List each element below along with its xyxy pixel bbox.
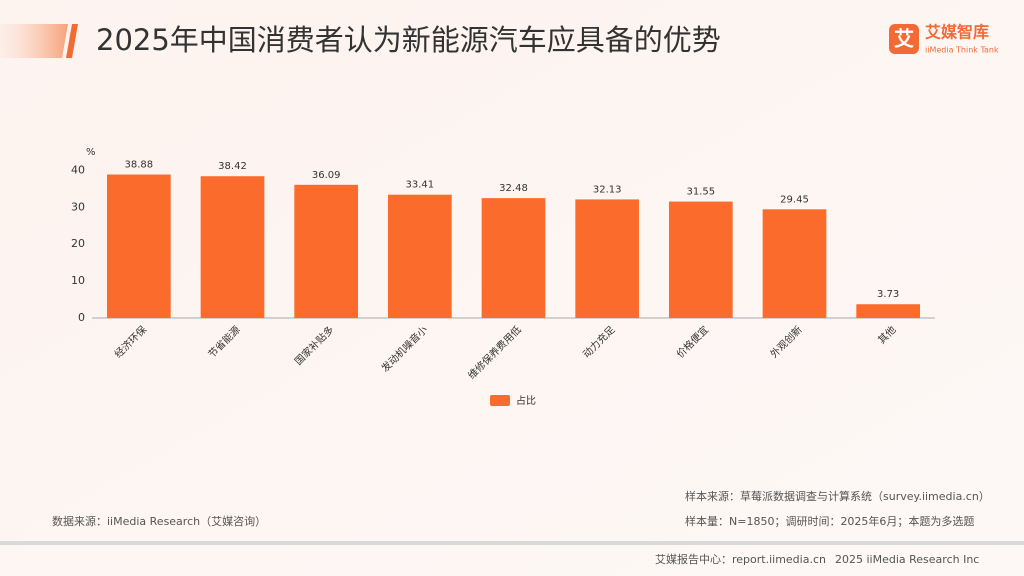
data-label: 36.09 (312, 170, 341, 181)
bar (387, 194, 452, 318)
data-label: 29.45 (780, 194, 809, 205)
y-tick-label: 30 (71, 200, 85, 213)
bar (575, 199, 640, 318)
data-label: 32.48 (499, 183, 528, 194)
data-label: 38.42 (218, 161, 247, 172)
logo-sub: iiMedia Think Tank (925, 46, 999, 55)
sample-source: 样本来源：草莓派数据调查与计算系统（survey.iimedia.cn） (685, 489, 990, 503)
footer-center: 艾媒报告中心：report.iimedia.cn (655, 552, 826, 566)
sample-size: 样本量：N=1850；调研时间：2025年6月；本题为多选题 (685, 514, 974, 528)
data-label: 3.73 (877, 289, 899, 300)
footer-rule (0, 541, 1024, 545)
bar (762, 209, 827, 318)
y-tick-label: 0 (78, 311, 85, 324)
bar (668, 201, 733, 318)
logo-name: 艾媒智库 (925, 23, 989, 42)
bar (106, 174, 171, 318)
title-decoration (0, 24, 68, 58)
data-label: 33.41 (406, 180, 435, 191)
logo-mark: 艾 (894, 27, 914, 51)
y-axis-unit: % (86, 147, 96, 158)
footer-copyright: 2025 iiMedia Research Inc (835, 553, 979, 566)
title-decoration (66, 24, 78, 58)
legend-label: 占比 (516, 394, 536, 407)
bar (294, 184, 359, 318)
source-note: 数据来源：iiMedia Research（艾媒咨询） (52, 514, 266, 528)
title: 2025年中国消费者认为新能源汽车应具备的优势 (96, 23, 721, 57)
logo-icon (889, 24, 919, 54)
legend-swatch (490, 395, 510, 406)
bar (481, 198, 546, 318)
data-label: 31.55 (687, 187, 716, 198)
y-tick-label: 40 (71, 163, 85, 176)
bar (856, 304, 921, 318)
data-label: 38.88 (125, 160, 154, 171)
bar (200, 176, 265, 318)
data-label: 32.13 (593, 184, 622, 195)
y-tick-label: 20 (71, 237, 85, 250)
y-tick-label: 10 (71, 274, 85, 287)
